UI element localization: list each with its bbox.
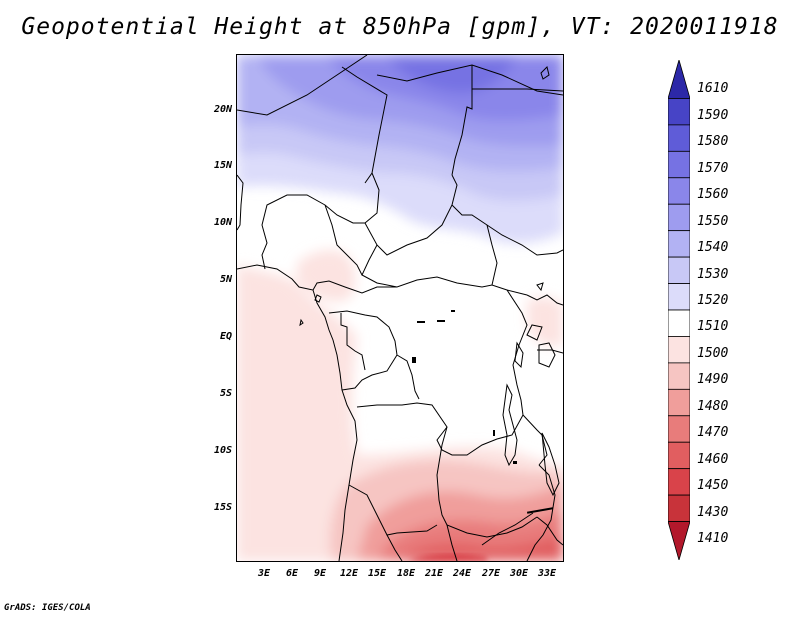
low-pressure-field	[237, 249, 563, 561]
lat-label: 10N	[213, 217, 232, 228]
colorbar-bin	[668, 177, 690, 205]
lat-label: 5N	[219, 274, 232, 285]
lon-label: 30E	[509, 568, 529, 579]
map-canvas	[237, 55, 563, 561]
lon-label: 6E	[285, 568, 299, 579]
colorbar	[668, 60, 690, 560]
colorbar-level-label: 1480	[697, 398, 729, 414]
colorbar-bin	[668, 468, 690, 496]
colorbar-level-label: 1550	[697, 213, 729, 229]
colorbar-level-label: 1510	[697, 319, 729, 335]
colorbar-bin	[668, 415, 690, 443]
lat-label: 10S	[213, 445, 232, 456]
colorbar-bin	[668, 283, 690, 311]
colorbar-bin	[668, 60, 690, 99]
colorbar-level-label: 1610	[697, 81, 729, 97]
software-credit: GrADS: IGES/COLA	[4, 603, 91, 613]
colorbar-level-label: 1500	[697, 345, 729, 361]
lon-label: 27E	[481, 568, 501, 579]
colorbar-level-label: 1430	[697, 504, 729, 520]
chart-title: Geopotential Height at 850hPa [gpm], VT:…	[21, 14, 779, 40]
colorbar-bin	[668, 230, 690, 258]
colorbar-bin	[668, 256, 690, 284]
colorbar-bin	[668, 336, 690, 364]
coastlines-and-borders	[237, 55, 563, 561]
lake-markers	[412, 310, 553, 514]
colorbar-level-label: 1590	[697, 107, 729, 123]
colorbar-bin	[668, 494, 690, 522]
lon-label: 21E	[424, 568, 444, 579]
high-pressure-field	[237, 55, 563, 244]
colorbar-bin	[668, 441, 690, 470]
colorbar-level-label: 1520	[697, 293, 729, 308]
lat-label: 15S	[213, 502, 232, 513]
lon-label: 3E	[257, 568, 271, 579]
colorbar-level-label: 1580	[697, 134, 729, 150]
lon-label: 9E	[313, 568, 327, 579]
lat-label: 15N	[213, 160, 232, 171]
lon-label: 24E	[452, 568, 472, 579]
colorbar-level-label: 1560	[697, 187, 729, 203]
colorbar-bin	[668, 521, 690, 560]
map-panel	[236, 54, 564, 562]
colorbar-bin	[668, 150, 690, 179]
colorbar-level-label: 1530	[697, 266, 729, 282]
colorbar-bin	[668, 362, 690, 390]
colorbar-bin	[668, 124, 690, 152]
lon-label: 15E	[367, 568, 387, 579]
colorbar-level-label: 1410	[697, 531, 729, 546]
colorbar-level-label: 1540	[697, 240, 729, 256]
lat-label: 20N	[213, 104, 232, 115]
colorbar-bin	[668, 388, 690, 417]
colorbar-level-label: 1460	[697, 451, 729, 467]
lon-label: 12E	[339, 568, 359, 579]
lon-label: 33E	[537, 568, 557, 579]
colorbar-level-label: 1450	[697, 478, 729, 494]
colorbar-bin	[668, 309, 690, 337]
lat-label: EQ	[219, 331, 232, 342]
colorbar-level-label: 1490	[697, 372, 729, 388]
colorbar-bin	[668, 203, 690, 232]
colorbar-level-label: 1570	[697, 160, 729, 176]
colorbar-bin	[668, 98, 690, 126]
colorbar-level-label: 1470	[697, 425, 729, 441]
lon-label: 18E	[396, 568, 416, 579]
lat-label: 5S	[219, 388, 232, 399]
